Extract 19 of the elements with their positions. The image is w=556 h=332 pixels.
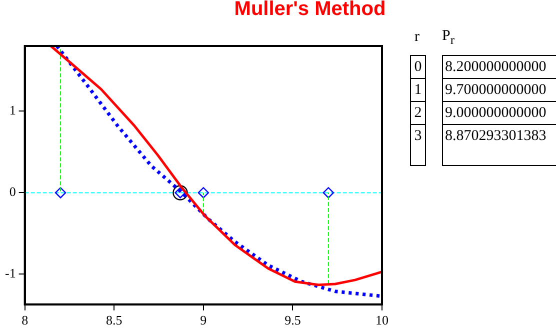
x-tick-label: 9.5 [284, 312, 301, 328]
text: 2 [410, 101, 426, 124]
x-tick-label: 8 [22, 312, 28, 328]
text: 9.000000000000 [442, 101, 556, 124]
text: 8.870293301383 [442, 124, 556, 166]
text: 8.200000000000 [442, 55, 556, 78]
x-tick-label: 8.5 [106, 312, 122, 328]
y-tick-label: -1 [4, 266, 16, 281]
text: r [414, 29, 420, 46]
chart-title: Muller's Method [233, 0, 387, 21]
text: 1 [410, 78, 426, 101]
y-tick-label: 1 [9, 102, 16, 118]
y-tick-label: 0 [9, 184, 16, 200]
text: 3 [410, 124, 426, 166]
x-tick-label: 10 [376, 312, 388, 328]
text: 9.700000000000 [442, 78, 556, 101]
text: 0 [410, 55, 426, 78]
text: P$_{r}$ [441, 28, 456, 48]
x-tick-label: 9 [200, 312, 207, 328]
